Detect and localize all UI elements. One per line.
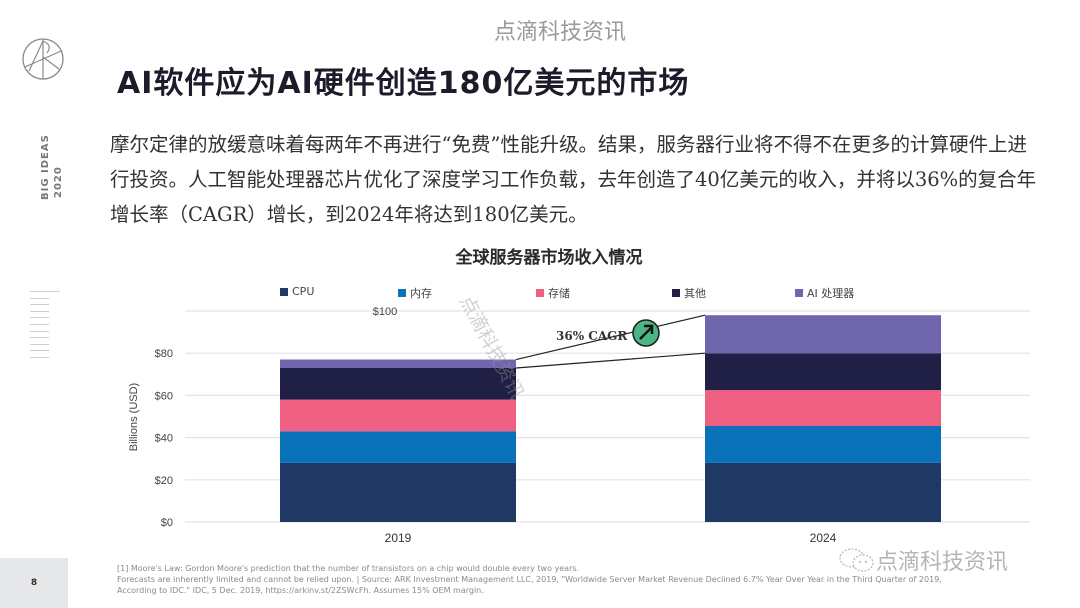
legend-item: AI 处理器: [795, 285, 854, 301]
progress-ruler: [30, 291, 60, 364]
y-tick-label: $100: [373, 306, 397, 318]
page-number-box: [0, 558, 68, 608]
y-tick-label: $20: [155, 475, 173, 487]
legend-item: 内存: [398, 285, 432, 301]
bar-segment: [705, 315, 941, 354]
y-tick-label: $0: [161, 517, 173, 529]
legend-swatch: [795, 289, 803, 297]
arrow-up-right-icon: [639, 326, 653, 340]
bar-segment: [705, 353, 941, 391]
cagr-connector-bottom: [515, 352, 706, 369]
wechat-watermark-text: 点滴科技资讯: [876, 550, 1009, 575]
footnote: [1] Moore's Law: Gordon Moore's predicti…: [117, 563, 1017, 596]
arrow-head-icon: [644, 324, 654, 334]
wechat-icon: [839, 548, 874, 572]
x-tick-label: 2024: [810, 531, 837, 545]
legend-label: AI 处理器: [807, 287, 855, 300]
legend-swatch: [672, 289, 680, 297]
bar-segment: [705, 390, 941, 426]
bar-segment: [280, 462, 516, 522]
watermark-top: 点滴科技资讯: [493, 20, 626, 45]
y-axis-label: Billions (USD): [128, 383, 140, 451]
bar-segment: [280, 359, 516, 368]
ark-logo-icon: [22, 38, 64, 80]
bar-segment: [705, 425, 941, 463]
wechat-watermark: 点滴科技资讯: [838, 544, 1008, 576]
body-paragraph: 摩尔定律的放缓意味着每两年不再进行“免费”性能升级。结果，服务器行业将不得不在更…: [110, 133, 1037, 226]
footnote-line-3: According to IDC." IDC, 5 Dec. 2019, htt…: [117, 586, 484, 595]
cagr-label: 36% CAGR: [556, 329, 628, 343]
legend-swatch: [398, 289, 406, 297]
legend-item: 其他: [672, 285, 706, 301]
legend-label: 其他: [684, 287, 706, 300]
bar-segment: [280, 367, 516, 400]
legend-item: CPU: [280, 285, 314, 298]
legend-label: 存储: [548, 287, 570, 300]
legend-swatch: [280, 287, 288, 296]
bar-segment: [280, 431, 516, 463]
cagr-connector-top: [515, 314, 706, 361]
bar-segment: [705, 462, 941, 522]
chart-title: 全球服务器市场收入情况: [455, 248, 643, 268]
y-tick-label: $80: [155, 348, 173, 360]
slide-title: AI软件应为AI硬件创造180亿美元的市场: [117, 66, 690, 101]
y-tick-label: $60: [155, 390, 173, 402]
x-tick-label: 2019: [385, 531, 412, 545]
legend-swatch: [536, 289, 544, 297]
y-tick-label: $40: [155, 433, 173, 445]
page-number: 8: [30, 578, 38, 588]
bar-segment: [280, 399, 516, 432]
legend-label: CPU: [292, 285, 315, 298]
legend-item: 存储: [536, 285, 570, 301]
footnote-line-1: [1] Moore's Law: Gordon Moore's predicti…: [117, 564, 580, 573]
legend-label: 内存: [410, 287, 432, 300]
footnote-line-2: Forecasts are inherently limited and can…: [117, 575, 942, 584]
